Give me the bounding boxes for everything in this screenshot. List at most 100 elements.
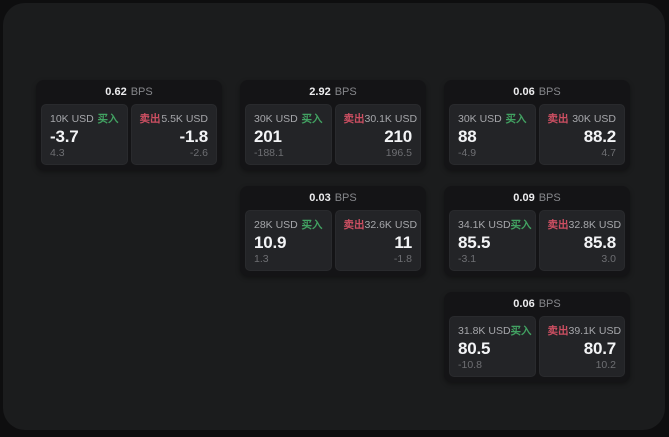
sell-side-label: 卖出	[343, 219, 365, 231]
sell-quote[interactable]: 卖出 30.1K USD 210 196.5	[334, 104, 421, 165]
sell-side-label: 卖出	[547, 325, 569, 337]
buy-delta: 4.3	[50, 147, 65, 159]
sell-delta: 3.0	[601, 253, 616, 265]
buy-quote[interactable]: 28K USD 买入 10.9 1.3	[245, 210, 332, 271]
card-body: 30K USD 买入 88 -4.9 卖出 30K USD 88.2 4.7	[444, 104, 630, 170]
bps-value: 0.09	[513, 192, 535, 204]
sell-quote[interactable]: 卖出 39.1K USD 80.7 10.2	[538, 316, 625, 377]
sell-price: 210	[384, 127, 412, 146]
sell-amount: 39.1K USD	[568, 324, 622, 337]
bps-unit: BPS	[538, 86, 561, 98]
buy-amount: 30K USD	[254, 112, 298, 125]
quote-card: 0.09 BPS 34.1K USD 买入 85.5 -3.1 卖出 32.8K…	[444, 186, 630, 276]
buy-amount: 30K USD	[458, 112, 502, 125]
sell-quote-top: 卖出 32.6K USD	[343, 217, 418, 232]
sell-quote-top: 卖出 30K USD	[548, 111, 617, 126]
sell-quote-top: 卖出 39.1K USD	[547, 323, 622, 338]
sell-price: 88.2	[583, 127, 616, 146]
bps-value: 0.06	[513, 298, 535, 310]
sell-price: 11	[394, 233, 412, 252]
sell-side-label: 卖出	[547, 219, 569, 231]
sell-delta: 196.5	[385, 147, 412, 159]
sell-quote[interactable]: 卖出 30K USD 88.2 4.7	[538, 104, 625, 165]
quote-card: 0.03 BPS 28K USD 买入 10.9 1.3 卖出 32.6K US…	[240, 186, 426, 276]
buy-quote[interactable]: 30K USD 买入 88 -4.9	[449, 104, 536, 165]
bps-value: 0.62	[105, 86, 127, 98]
buy-side-label: 买入	[505, 113, 527, 125]
buy-price: 88	[458, 127, 477, 146]
sell-quote-top: 卖出 30.1K USD	[343, 111, 418, 126]
bps-unit: BPS	[130, 86, 153, 98]
card-header: 0.06 BPS	[444, 292, 630, 316]
buy-quote-top: 30K USD 买入	[254, 111, 323, 126]
sell-price: 80.7	[583, 339, 616, 358]
buy-side-label: 买入	[510, 219, 532, 231]
buy-side-label: 买入	[97, 113, 119, 125]
sell-amount: 30.1K USD	[364, 112, 418, 125]
card-body: 31.8K USD 买入 80.5 -10.8 卖出 39.1K USD 80.…	[444, 316, 630, 382]
quote-card: 0.06 BPS 30K USD 买入 88 -4.9 卖出 30K USD 8…	[444, 80, 630, 170]
buy-delta: -10.8	[458, 359, 482, 371]
buy-amount: 31.8K USD	[458, 324, 511, 337]
sell-quote[interactable]: 卖出 32.6K USD 11 -1.8	[334, 210, 421, 271]
sell-side-label: 卖出	[139, 113, 161, 125]
sell-side-label: 卖出	[343, 113, 365, 125]
sell-delta: 4.7	[601, 147, 616, 159]
sell-quote-top: 卖出 32.8K USD	[547, 217, 622, 232]
card-header: 0.03 BPS	[240, 186, 426, 210]
buy-amount: 34.1K USD	[458, 218, 511, 231]
quote-card: 2.92 BPS 30K USD 买入 201 -188.1 卖出 30.1K …	[240, 80, 426, 170]
buy-quote[interactable]: 10K USD 买入 -3.7 4.3	[41, 104, 128, 165]
quote-card: 0.62 BPS 10K USD 买入 -3.7 4.3 卖出 5.5K USD…	[36, 80, 222, 170]
buy-price: 201	[254, 127, 282, 146]
buy-delta: -188.1	[254, 147, 284, 159]
buy-quote-top: 28K USD 买入	[254, 217, 323, 232]
sell-quote[interactable]: 卖出 5.5K USD -1.8 -2.6	[130, 104, 217, 165]
card-body: 34.1K USD 买入 85.5 -3.1 卖出 32.8K USD 85.8…	[444, 210, 630, 276]
sell-amount: 5.5K USD	[161, 112, 208, 125]
buy-quote[interactable]: 30K USD 买入 201 -188.1	[245, 104, 332, 165]
sell-delta: 10.2	[595, 359, 616, 371]
bps-unit: BPS	[334, 192, 357, 204]
sell-amount: 30K USD	[572, 112, 616, 125]
card-header: 2.92 BPS	[240, 80, 426, 104]
sell-price: -1.8	[179, 127, 209, 146]
buy-quote-top: 31.8K USD 买入	[458, 323, 532, 338]
sell-amount: 32.6K USD	[364, 218, 418, 231]
sell-amount: 32.8K USD	[568, 218, 622, 231]
card-header: 0.06 BPS	[444, 80, 630, 104]
card-body: 30K USD 买入 201 -188.1 卖出 30.1K USD 210 1…	[240, 104, 426, 170]
buy-quote-top: 34.1K USD 买入	[458, 217, 532, 232]
quote-card: 0.06 BPS 31.8K USD 买入 80.5 -10.8 卖出 39.1…	[444, 292, 630, 382]
bps-unit: BPS	[538, 192, 561, 204]
quote-grid: 0.62 BPS 10K USD 买入 -3.7 4.3 卖出 5.5K USD…	[36, 80, 630, 382]
buy-quote[interactable]: 34.1K USD 买入 85.5 -3.1	[449, 210, 536, 271]
bps-unit: BPS	[334, 86, 357, 98]
bps-unit: BPS	[538, 298, 561, 310]
card-body: 10K USD 买入 -3.7 4.3 卖出 5.5K USD -1.8 -2.…	[36, 104, 222, 170]
bps-value: 0.03	[309, 192, 331, 204]
bps-value: 2.92	[309, 86, 331, 98]
buy-price: 85.5	[458, 233, 491, 252]
buy-price: -3.7	[50, 127, 79, 146]
buy-amount: 28K USD	[254, 218, 298, 231]
buy-quote[interactable]: 31.8K USD 买入 80.5 -10.8	[449, 316, 536, 377]
buy-delta: -3.1	[458, 253, 477, 265]
card-header: 0.62 BPS	[36, 80, 222, 104]
sell-delta: -2.6	[189, 147, 208, 159]
sell-price: 85.8	[583, 233, 616, 252]
buy-amount: 10K USD	[50, 112, 94, 125]
sell-side-label: 卖出	[547, 113, 569, 125]
buy-delta: 1.3	[254, 253, 269, 265]
sell-quote[interactable]: 卖出 32.8K USD 85.8 3.0	[538, 210, 625, 271]
main-panel: 0.62 BPS 10K USD 买入 -3.7 4.3 卖出 5.5K USD…	[3, 3, 665, 430]
card-header: 0.09 BPS	[444, 186, 630, 210]
sell-quote-top: 卖出 5.5K USD	[140, 111, 209, 126]
buy-price: 80.5	[458, 339, 491, 358]
buy-side-label: 买入	[301, 219, 323, 231]
bps-value: 0.06	[513, 86, 535, 98]
buy-side-label: 买入	[510, 325, 532, 337]
buy-side-label: 买入	[301, 113, 323, 125]
buy-price: 10.9	[254, 233, 287, 252]
buy-quote-top: 30K USD 买入	[458, 111, 527, 126]
